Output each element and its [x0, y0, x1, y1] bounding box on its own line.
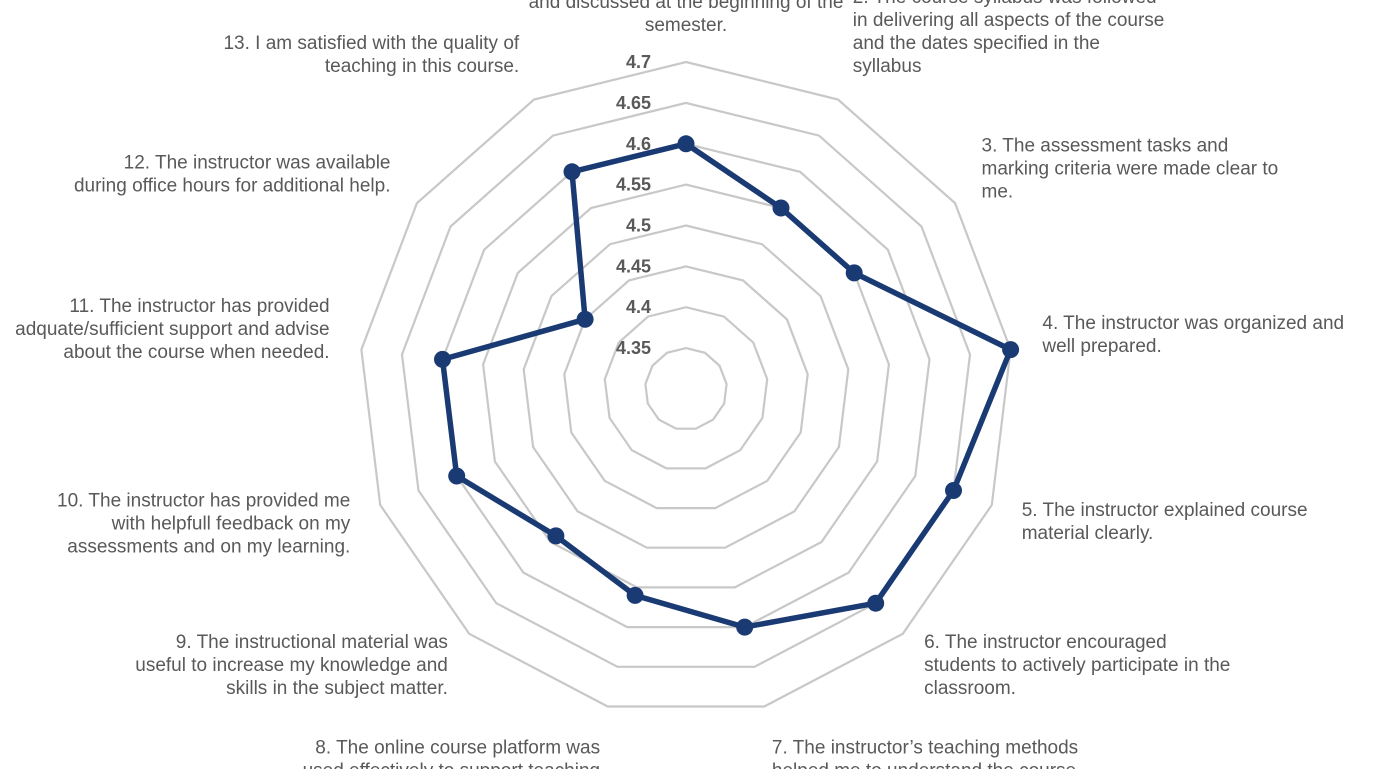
category-label-line: 9. The instructional material was [176, 632, 448, 653]
category-label-line: used effectively to support teaching [303, 761, 601, 769]
category-label: 8. The online course platform was used ef… [303, 738, 601, 769]
category-label-line: and discussed at the beginning of the [529, 0, 844, 13]
r-tick-label: 4.45 [616, 256, 651, 276]
grid-ring [644, 346, 728, 430]
category-label: 6. The instructor encouraged students to … [924, 632, 1230, 699]
category-label-line: 7. The instructor’s teaching methods [772, 738, 1078, 759]
category-label-line: 5. The instructor explained course [1022, 500, 1308, 521]
grid-ring [522, 224, 850, 549]
category-label-line: assessments and on my learning. [67, 537, 350, 558]
data-point [736, 618, 754, 636]
category-label: 3. The assessment tasks and marking crite… [982, 135, 1279, 202]
category-label-line: with helpfull feedback on my [111, 514, 351, 535]
category-label: 10. The instructor has provided me with h… [57, 491, 351, 558]
series-layer [434, 135, 1020, 636]
category-label-line: and the dates specified in the [853, 33, 1100, 54]
category-label: 1. The course syllabus was providedand d… [529, 0, 844, 36]
category-label-line: classroom. [924, 678, 1016, 699]
data-point [1002, 341, 1020, 359]
category-label-line: 13. I am satisfied with the quality of [223, 33, 519, 54]
data-point [845, 264, 863, 282]
grid-ring [563, 265, 809, 510]
category-label-line: me. [982, 181, 1014, 202]
data-point [576, 310, 594, 328]
category-label-line: 2. The course syllabus was followed [853, 0, 1157, 8]
data-point [448, 467, 466, 485]
category-label-line: 10. The instructor has provided me [57, 491, 350, 512]
category-label: 9. The instructional material was useful … [135, 632, 448, 699]
grid-ring [481, 183, 891, 589]
category-label-line: 3. The assessment tasks and [982, 135, 1229, 156]
category-label-line: material clearly. [1022, 523, 1154, 544]
r-tick-label: 4.55 [616, 175, 651, 195]
r-tick-label: 4.35 [616, 338, 651, 358]
category-label-line: during office hours for additional help. [74, 176, 391, 197]
grid-ring [400, 101, 972, 668]
r-tick-label: 4.7 [626, 52, 651, 72]
data-point [945, 482, 962, 499]
grid-ring [603, 306, 769, 470]
r-tick-label: 4.6 [626, 134, 651, 154]
category-label-line: 4. The instructor was organized and [1042, 313, 1344, 334]
category-label: 11. The instructor has provided adquate/s… [15, 296, 329, 363]
category-label: 7. The instructor’s teaching methods help… [772, 738, 1078, 769]
category-label-line: 6. The instructor encouraged [924, 632, 1167, 653]
data-point [677, 135, 695, 153]
category-label: 12. The instructor was available during o… [74, 153, 391, 197]
category-label-line: students to actively participate in the [924, 655, 1230, 676]
grid-layer [360, 60, 1012, 708]
category-label-line: 12. The instructor was available [124, 153, 391, 174]
category-label: 5. The instructor explained course materi… [1022, 500, 1308, 544]
data-point [547, 527, 565, 545]
data-point [867, 594, 885, 612]
r-tick-label: 4.65 [616, 93, 651, 113]
category-label: 4. The instructor was organized and well … [1041, 313, 1344, 357]
grid-ring [360, 60, 1012, 708]
data-point [626, 586, 644, 604]
category-label-line: about the course when needed. [63, 342, 329, 363]
tick-labels: 4.35 4.4 4.45 4.5 4.55 4.6 4.65 4.7 [616, 52, 651, 358]
r-tick-label: 4.4 [626, 297, 651, 317]
r-tick-label: 4.5 [626, 216, 651, 236]
category-label-line: semester. [645, 15, 727, 36]
category-label-line: in delivering all aspects of the course [853, 10, 1165, 31]
category-label-line: syllabus [853, 56, 922, 77]
category-label: 2. The course syllabus was followed in de… [853, 0, 1165, 77]
data-point [563, 163, 581, 181]
category-label-line: 8. The online course platform was [315, 738, 600, 759]
category-label: 13. I am satisfied with the quality of te… [223, 33, 519, 77]
category-label-line: helped me to understand the course [772, 761, 1076, 769]
category-label-line: useful to increase my knowledge and [135, 655, 448, 676]
category-label-line: teaching in this course. [325, 56, 519, 77]
grid-ring [441, 142, 931, 629]
data-point [772, 199, 790, 217]
series-line [439, 141, 1014, 630]
category-labels: 1. The course syllabus was providedand d… [15, 0, 1344, 769]
data-point [434, 350, 451, 368]
category-label-line: adquate/sufficient support and advise [15, 319, 329, 340]
category-label-line: skills in the subject matter. [226, 678, 448, 699]
category-label-line: marking criteria were made clear to [982, 158, 1279, 179]
category-label-line: well prepared. [1041, 336, 1161, 357]
category-label-line: 11. The instructor has provided [69, 296, 329, 317]
